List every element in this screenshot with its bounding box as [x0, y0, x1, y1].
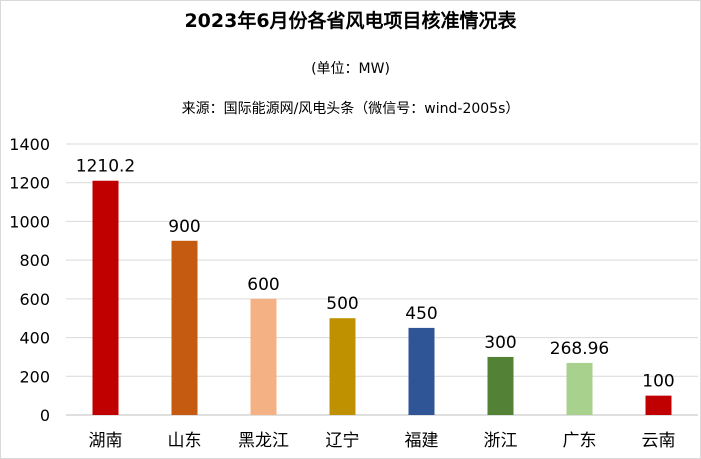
data-label: 268.96	[550, 339, 609, 359]
y-axis: 0 200 400 600 800 1000 1200 1400	[9, 135, 50, 425]
data-label: 500	[326, 294, 358, 314]
y-tick-label: 1200	[9, 174, 50, 193]
data-label: 100	[642, 372, 674, 392]
x-tick-label: 湖南	[89, 431, 123, 451]
y-tick-label: 200	[19, 367, 50, 386]
data-label: 300	[484, 333, 516, 353]
bar	[645, 395, 672, 415]
chart-source: 来源：国际能源网/风电头条（微信号：wind-2005s）	[181, 101, 520, 117]
data-label: 900	[168, 217, 200, 237]
chart-subtitle: (单位：MW)	[311, 61, 390, 77]
y-tick-label: 400	[19, 329, 50, 348]
y-tick-label: 1000	[9, 212, 50, 231]
x-tick-label: 广东	[563, 431, 597, 451]
bar	[487, 356, 514, 415]
bar	[329, 318, 356, 415]
bar	[250, 298, 277, 415]
bar	[171, 240, 198, 415]
gridlines	[66, 143, 698, 416]
bar	[566, 362, 593, 415]
data-label: 1210.2	[76, 157, 135, 177]
bar	[92, 180, 119, 415]
y-tick-label: 0	[40, 406, 50, 425]
x-tick-label: 山东	[168, 431, 202, 451]
data-labels: 1210.2 900 600 500 450 300 268.96 100	[76, 157, 675, 392]
x-tick-label: 黑龙江	[238, 431, 289, 451]
x-tick-label: 福建	[405, 431, 439, 451]
bar	[408, 327, 435, 415]
data-label: 450	[405, 304, 437, 324]
x-tick-label: 云南	[642, 431, 676, 451]
chart-title: 2023年6月份各省风电项目核准情况表	[184, 10, 517, 32]
x-tick-label: 浙江	[484, 431, 518, 451]
data-label: 600	[247, 275, 279, 295]
x-tick-label: 辽宁	[326, 431, 360, 451]
x-axis: 湖南 山东 黑龙江 辽宁 福建 浙江 广东 云南	[89, 431, 676, 451]
y-tick-label: 1400	[9, 135, 50, 154]
bars	[92, 180, 672, 415]
y-tick-label: 800	[19, 251, 50, 270]
y-tick-label: 600	[19, 290, 50, 309]
